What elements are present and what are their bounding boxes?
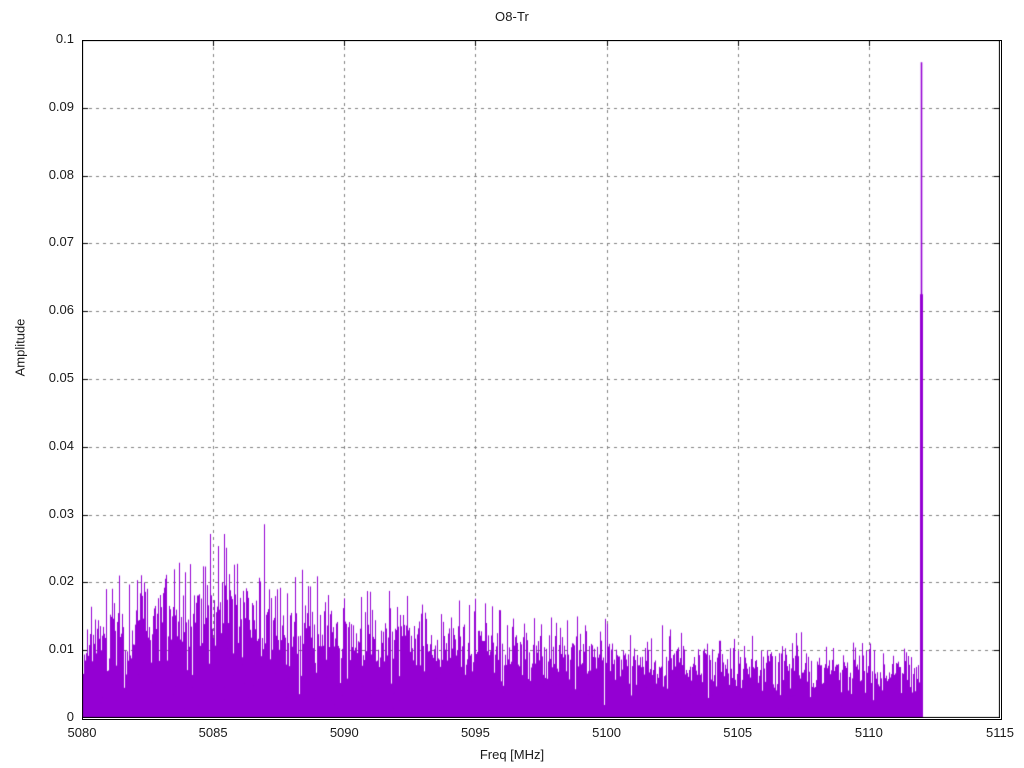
y-tick-label: 0.01 bbox=[48, 641, 74, 657]
y-tick-label: 0.04 bbox=[48, 437, 74, 453]
y-tick-label: 0.02 bbox=[48, 573, 74, 589]
y-tick-label: 0 bbox=[66, 709, 74, 724]
x-tick-label: 5095 bbox=[460, 725, 490, 740]
x-tick-label: 5090 bbox=[329, 725, 359, 740]
y-axis-title: Amplitude bbox=[12, 318, 28, 377]
y-tick-label: 0.07 bbox=[48, 234, 74, 250]
y-tick-label: 0.05 bbox=[48, 370, 74, 385]
x-tick-label: 5085 bbox=[198, 725, 228, 740]
x-tick-label: 5080 bbox=[67, 725, 97, 740]
y-tick-label: 0.06 bbox=[48, 302, 74, 318]
y-tick-label: 0.1 bbox=[55, 31, 74, 46]
x-tick-label: 5100 bbox=[592, 725, 622, 740]
x-tick-label: 5115 bbox=[986, 725, 1014, 740]
y-tick-label: 0.08 bbox=[48, 166, 74, 182]
spectrum-plot-canvas bbox=[82, 40, 1000, 718]
x-tick-label: 5110 bbox=[854, 725, 883, 740]
y-tick-label: 0.09 bbox=[48, 98, 74, 114]
x-tick-label: 5105 bbox=[723, 725, 753, 740]
y-tick-label: 0.03 bbox=[48, 505, 74, 521]
x-axis-title: Freq [MHz] bbox=[479, 747, 545, 762]
page-title: O8-Tr bbox=[495, 9, 529, 24]
